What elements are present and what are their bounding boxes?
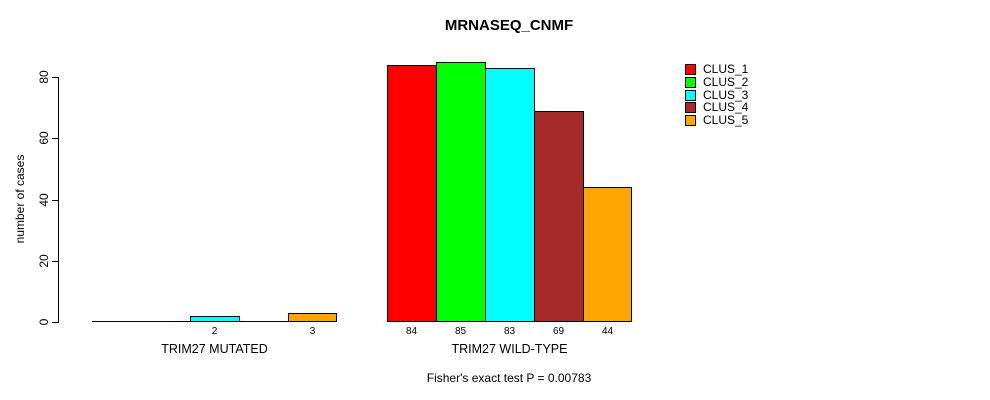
legend-label: CLUS_3 xyxy=(703,88,749,102)
legend-label: CLUS_2 xyxy=(703,75,749,89)
bar-clus_1-zero xyxy=(92,321,142,322)
y-axis-line xyxy=(58,77,59,323)
category-label: TRIM27 WILD-TYPE xyxy=(451,342,568,356)
legend-swatch-clus_5 xyxy=(685,115,696,126)
y-axis-tick xyxy=(52,77,58,78)
bar-value-label: 2 xyxy=(211,326,218,337)
bar-value-label: 3 xyxy=(309,326,316,337)
chart-title: MRNASEQ_CNMF xyxy=(444,17,574,34)
bar-clus_4-zero xyxy=(239,321,289,322)
bar-clus_4 xyxy=(534,111,584,322)
legend-swatch-clus_1 xyxy=(685,64,696,75)
y-axis-tick xyxy=(52,261,58,262)
bar-value-label: 84 xyxy=(405,326,418,337)
bar-clus_2 xyxy=(436,62,486,322)
y-axis-tick xyxy=(52,200,58,201)
bar-value-label: 69 xyxy=(552,326,565,337)
y-axis-tick xyxy=(52,138,58,139)
legend-label: CLUS_5 xyxy=(703,113,749,127)
legend-label: CLUS_1 xyxy=(703,62,749,76)
stat-annotation: Fisher's exact test P = 0.00783 xyxy=(426,371,592,385)
bar-clus_5 xyxy=(288,313,337,322)
bar-clus_5 xyxy=(583,187,632,322)
category-label: TRIM27 MUTATED xyxy=(161,342,268,356)
bar-value-label: 85 xyxy=(454,326,467,337)
bar-clus_2-zero xyxy=(141,321,191,322)
y-axis-tick xyxy=(52,322,58,323)
bar-clus_3 xyxy=(190,316,240,322)
legend-label: CLUS_4 xyxy=(703,100,749,114)
legend-swatch-clus_4 xyxy=(685,102,696,113)
bar-value-label: 44 xyxy=(601,326,614,337)
legend-swatch-clus_2 xyxy=(685,77,696,88)
legend-swatch-clus_3 xyxy=(685,90,696,101)
bar-value-label: 83 xyxy=(503,326,516,337)
